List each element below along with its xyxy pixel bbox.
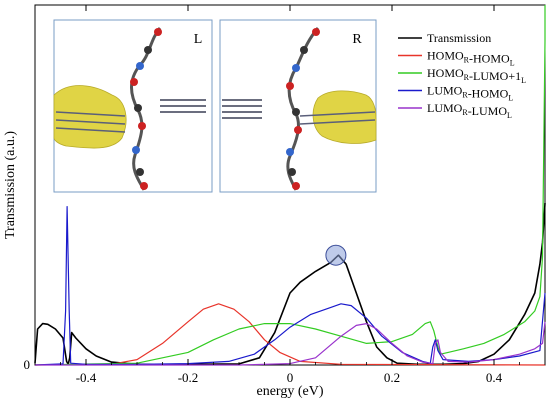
legend: TransmissionHOMOR-HOMOLHOMOR-LUMO+1LLUMO… <box>398 31 526 120</box>
tick-layer: -0.4 -0.2 0 0.2 0.4 0 <box>24 5 546 385</box>
inset-label-left: L <box>194 32 203 47</box>
legend-label: HOMOR-LUMO+1L <box>427 66 526 85</box>
x-axis-label: energy (eV) <box>257 384 324 399</box>
y-tick-label: 0 <box>24 357 31 372</box>
legend-label: LUMOR-HOMOL <box>427 84 513 103</box>
electrode-density-left <box>53 85 127 149</box>
x-tick-label: 0 <box>287 370 294 385</box>
x-tick-label: 0.4 <box>486 370 503 385</box>
series-line-3 <box>34 206 546 366</box>
series-line-0 <box>34 202 546 366</box>
inset-label-right: R <box>352 32 362 47</box>
graphene-sheet-right-end <box>160 99 206 113</box>
x-tick-label: -0.4 <box>76 370 97 385</box>
series-line-1 <box>34 303 546 366</box>
legend-label: Transmission <box>427 31 491 45</box>
series-line-4 <box>35 321 546 366</box>
molecule-atoms-right <box>286 28 320 190</box>
graphene-sheet-left <box>55 111 126 133</box>
highlight-layer <box>325 244 347 266</box>
inset-panel-right: R <box>219 19 377 193</box>
y-axis-label: Transmission (a.u.) <box>3 131 18 239</box>
highlight-marker <box>325 244 347 266</box>
legend-label: HOMOR-HOMOL <box>427 49 515 68</box>
series-layer <box>34 5 546 366</box>
x-tick-label: -0.2 <box>178 370 199 385</box>
x-tick-label: 0.2 <box>384 370 400 385</box>
molecule-atoms-left <box>130 28 162 190</box>
series-line-2 <box>34 5 546 366</box>
electrode-density-right <box>312 90 377 144</box>
inset-panel-left: L <box>53 19 213 193</box>
legend-label: LUMOR-LUMOL <box>427 101 512 120</box>
graphene-sheet-right <box>299 111 376 125</box>
graphene-sheet-left-end <box>222 99 262 119</box>
